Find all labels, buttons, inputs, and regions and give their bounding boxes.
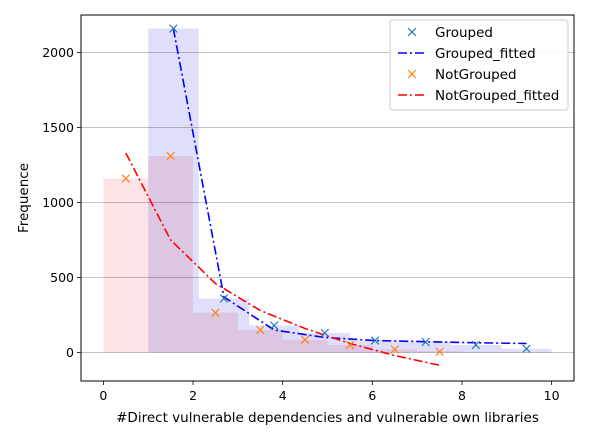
y-tick-label: 2000 — [42, 45, 74, 60]
bar-grouped — [501, 348, 552, 353]
legend: Grouped Grouped_fitted NotGrouped NotGroupe… — [389, 19, 569, 111]
x-axis-label: #Direct vulnerable dependencies and vuln… — [116, 410, 539, 426]
x-tick-label: 8 — [458, 388, 466, 403]
axis-ticks: 0 2 4 6 8 10 0 500 1000 1500 2000 — [42, 45, 559, 403]
series-line-notgrouped-fitted — [125, 152, 440, 367]
y-tick-label: 500 — [50, 270, 74, 285]
y-tick-label: 1500 — [42, 120, 74, 135]
x-tick-label: 10 — [544, 388, 560, 403]
bar-notgrouped — [103, 178, 149, 353]
x-tick-label: 6 — [368, 388, 376, 403]
marker-grouped — [269, 321, 279, 330]
marker-notgrouped — [121, 174, 131, 183]
marker-grouped — [471, 340, 481, 350]
bar-grouped — [450, 345, 502, 353]
bar-grouped — [198, 298, 250, 353]
marker-grouped — [320, 328, 329, 338]
marker-grouped — [522, 344, 531, 353]
plot-frame — [80, 14, 575, 382]
bar-grouped — [299, 333, 350, 353]
marker-notgrouped — [435, 347, 444, 356]
marker-notgrouped — [345, 340, 355, 350]
legend-marker-notgrouped — [407, 69, 417, 79]
marker-notgrouped — [256, 325, 265, 335]
marker-notgrouped — [390, 345, 399, 354]
marker-grouped — [219, 294, 229, 303]
series-line-grouped-fitted — [172, 28, 527, 345]
y-tick-label: 1000 — [42, 195, 74, 210]
bar-grouped — [148, 28, 199, 353]
fitted-lines — [125, 28, 527, 367]
bar-grouped — [249, 325, 300, 353]
legend-label: Grouped_fitted — [435, 46, 536, 62]
marker-notgrouped — [300, 335, 310, 344]
legend-label: NotGrouped_fitted — [435, 88, 559, 104]
marker-grouped — [421, 337, 430, 347]
bar-grouped — [400, 342, 451, 353]
legend-marker-grouped — [407, 27, 417, 37]
histogram-bars — [103, 28, 552, 353]
x-tick-label: 2 — [189, 388, 197, 403]
marker-notgrouped — [211, 308, 220, 317]
y-axis-label: Frequence — [16, 163, 32, 233]
y-tick-label: 0 — [66, 345, 74, 360]
marker-grouped — [169, 24, 178, 33]
data-markers — [121, 24, 531, 356]
legend-label: NotGrouped — [435, 67, 517, 83]
marker-grouped — [370, 336, 380, 345]
x-tick-label: 4 — [279, 388, 287, 403]
legend-box — [389, 19, 569, 111]
x-tick-label: 0 — [99, 388, 107, 403]
bar-grouped — [349, 340, 401, 353]
legend-label: Grouped — [435, 25, 493, 41]
marker-notgrouped — [166, 151, 175, 161]
